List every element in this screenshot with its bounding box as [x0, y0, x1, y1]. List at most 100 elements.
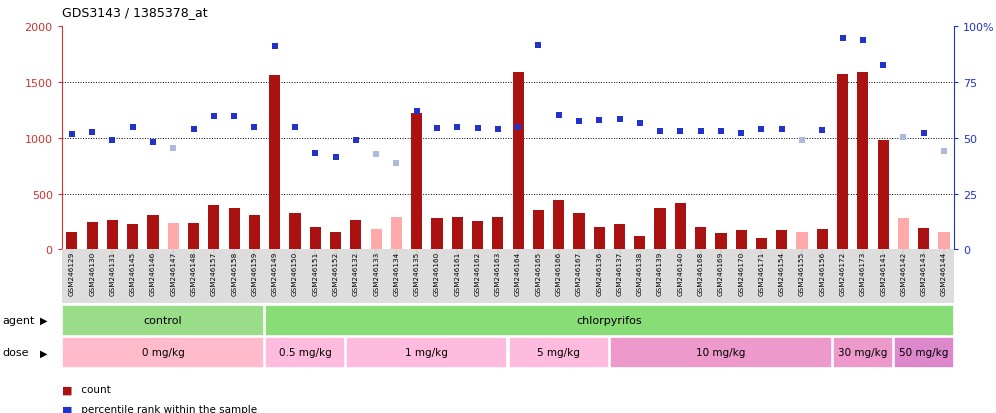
Bar [411, 114, 422, 250]
Bar [610, 337, 832, 368]
Text: GSM246160: GSM246160 [434, 252, 440, 296]
Bar [614, 224, 625, 250]
Bar [756, 239, 767, 250]
Text: GSM246154: GSM246154 [779, 252, 785, 296]
Bar [695, 228, 706, 250]
Text: GSM246163: GSM246163 [495, 252, 501, 296]
Bar [594, 228, 605, 250]
Bar [411, 114, 422, 250]
Bar [938, 233, 949, 250]
Text: GSM246151: GSM246151 [313, 252, 319, 296]
Bar [188, 223, 199, 250]
Bar [451, 218, 463, 250]
Text: GSM246140: GSM246140 [677, 252, 683, 296]
Bar [897, 218, 909, 250]
Bar [330, 233, 342, 250]
Text: GSM246166: GSM246166 [556, 252, 562, 296]
Text: 0.5 mg/kg: 0.5 mg/kg [279, 347, 332, 358]
Text: GSM246150: GSM246150 [292, 252, 298, 296]
Bar [208, 205, 219, 250]
Text: GSM246159: GSM246159 [251, 252, 257, 296]
Text: GSM246164: GSM246164 [515, 252, 521, 296]
Text: GSM246148: GSM246148 [190, 252, 196, 296]
Bar [290, 213, 301, 250]
Bar [87, 222, 98, 250]
Bar [715, 234, 726, 250]
Text: GSM246170: GSM246170 [738, 252, 744, 296]
Text: GSM246162: GSM246162 [474, 252, 480, 296]
Bar [877, 141, 888, 250]
Bar [833, 337, 892, 368]
Text: GSM246155: GSM246155 [799, 252, 805, 296]
Bar [817, 230, 828, 250]
Bar [228, 209, 240, 250]
Bar [492, 218, 503, 250]
Text: GSM246146: GSM246146 [150, 252, 156, 296]
Text: GSM246137: GSM246137 [617, 252, 622, 296]
Bar [147, 215, 158, 250]
Bar [837, 75, 849, 250]
Text: GSM246145: GSM246145 [129, 252, 135, 296]
Bar [817, 230, 828, 250]
Text: GSM246130: GSM246130 [90, 252, 96, 296]
Bar [351, 221, 362, 250]
Bar [533, 210, 544, 250]
Bar [533, 210, 544, 250]
Text: GSM246152: GSM246152 [333, 252, 339, 296]
Text: dose: dose [2, 347, 29, 358]
Bar [63, 305, 264, 336]
Bar [265, 337, 345, 368]
Bar [63, 337, 264, 368]
Bar [634, 237, 645, 250]
Bar [513, 73, 524, 250]
Bar [310, 228, 321, 250]
Text: GSM246171: GSM246171 [759, 252, 765, 296]
Bar [67, 232, 78, 250]
Text: GSM246149: GSM246149 [272, 252, 278, 296]
Text: 10 mg/kg: 10 mg/kg [696, 347, 746, 358]
Bar [269, 76, 280, 250]
Bar [351, 221, 362, 250]
Bar [776, 231, 788, 250]
Bar [269, 76, 280, 250]
Text: GSM246167: GSM246167 [576, 252, 582, 296]
Text: percentile rank within the sample: percentile rank within the sample [78, 404, 257, 413]
Bar [674, 203, 686, 250]
Text: GSM246141: GSM246141 [880, 252, 886, 296]
Bar [736, 230, 747, 250]
Bar [390, 218, 402, 250]
Text: GSM246161: GSM246161 [454, 252, 460, 296]
Bar [249, 215, 260, 250]
Bar [167, 224, 179, 250]
Bar [509, 337, 609, 368]
Bar [858, 73, 869, 250]
Text: GSM246135: GSM246135 [413, 252, 419, 296]
Text: GDS3143 / 1385378_at: GDS3143 / 1385378_at [62, 6, 207, 19]
Text: count: count [78, 385, 111, 394]
Bar [127, 224, 138, 250]
Bar [756, 239, 767, 250]
Bar [371, 229, 381, 250]
Text: GSM246157: GSM246157 [211, 252, 217, 296]
Bar [695, 228, 706, 250]
Bar [918, 228, 929, 250]
Text: agent: agent [2, 315, 35, 325]
Bar [67, 232, 78, 250]
Bar [208, 205, 219, 250]
Text: GSM246143: GSM246143 [920, 252, 926, 296]
Text: GSM246144: GSM246144 [941, 252, 947, 296]
Bar [228, 209, 240, 250]
Bar [147, 215, 158, 250]
Bar [614, 224, 625, 250]
Text: ■: ■ [62, 385, 73, 394]
Bar [674, 203, 686, 250]
Bar [451, 218, 463, 250]
Bar [310, 228, 321, 250]
Bar [127, 224, 138, 250]
Text: GSM246134: GSM246134 [393, 252, 399, 296]
Bar [431, 218, 442, 250]
Text: GSM246172: GSM246172 [840, 252, 846, 296]
Bar [188, 223, 199, 250]
Bar [87, 222, 98, 250]
Bar [877, 141, 888, 250]
